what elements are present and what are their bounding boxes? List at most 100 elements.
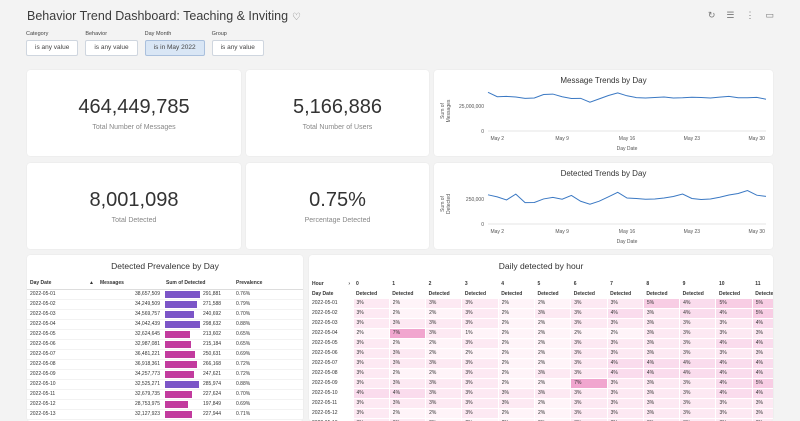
column-header-detected[interactable]: Sum of Detected (163, 279, 233, 290)
prevalence-title: Detected Prevalence by Day (111, 261, 219, 271)
prevalence-table-panel: Detected Prevalence by Day Day Date ▲ Me… (27, 255, 303, 421)
heatmap-cell: 3% (607, 348, 644, 359)
detected-value: 240,692 (203, 310, 222, 317)
dashboard-title: Behavior Trend Dashboard: Teaching & Inv… (27, 9, 302, 23)
heatmap-cell: 4% (715, 388, 753, 399)
filter-label: Behavior (85, 31, 108, 37)
table-row: 2022-05-07 36,481,221 250,631 0.69% (27, 349, 303, 360)
sort-arrow-icon[interactable]: ▲ (89, 280, 94, 287)
refresh-icon[interactable]: ↻ (707, 10, 716, 20)
heatmap-cell: 3% (570, 318, 608, 329)
detected-column-header[interactable]: Detected (718, 290, 741, 297)
row-messages: 36,481,221 (97, 349, 163, 360)
heatmap-cell: 2% (534, 328, 572, 339)
column-header-prevalence[interactable]: Prevalence (233, 279, 303, 290)
filter-label: Day Month (144, 31, 172, 37)
table-row: 2022-05-01 3% 2% 3% 3% 2% 2% 3% 3% 5% 4% 5% 5% (309, 299, 773, 309)
hour-column-9[interactable]: 9 (682, 280, 686, 287)
column-header-messages[interactable]: Messages (97, 279, 163, 290)
filter-behavior-button[interactable]: is any value (85, 40, 138, 56)
heatmap-cell: 3% (679, 378, 717, 389)
heatmap-cell: 3% (679, 398, 717, 409)
detected-column-header[interactable]: Detected (755, 290, 773, 297)
detected-column-header[interactable]: Detected (610, 290, 632, 297)
heatmap-cell: 3% (715, 348, 753, 359)
detected-column-header[interactable]: Detected (537, 290, 559, 297)
heatmap-cell: 3% (353, 408, 390, 419)
column-header-day-date[interactable]: Day Date ▲ (27, 279, 97, 290)
hour-column-8[interactable]: 8 (646, 280, 650, 287)
hour-column-6[interactable]: 6 (573, 280, 577, 287)
more-options-icon[interactable]: ⋮ (745, 10, 755, 20)
detected-value: 250,631 (203, 350, 222, 357)
filter-day-month-button[interactable]: is in May 2022 (144, 40, 205, 56)
heatmap-cell: 3% (425, 378, 463, 389)
detected-column-header[interactable]: Detected (682, 290, 704, 297)
detected-bar (165, 300, 198, 308)
row-date: 2022-05-10 (27, 379, 97, 390)
heatmap-cell: 3% (498, 388, 535, 399)
heatmap-cell: 2% (498, 378, 535, 389)
table-row: 2022-05-09 3% 3% 3% 3% 2% 2% 7% 3% 3% 3% 4% 5% (309, 378, 773, 389)
hour-column-1[interactable]: 1 (392, 280, 396, 287)
x-tick-label: May 16 (619, 136, 636, 142)
detected-column-header[interactable]: Detected (501, 290, 523, 297)
heatmap-cell: 3% (461, 338, 499, 349)
table-row: 2022-05-10 32,525,271 285,974 0.88% (27, 379, 303, 390)
table-row: 2022-05-03 3% 3% 3% 3% 2% 2% 3% 3% 3% 3% 3% 4% (309, 318, 773, 329)
heatmap-cell: 4% (715, 358, 753, 369)
detected-column-header[interactable]: Detected (573, 290, 595, 297)
heatmap-cell: 2% (425, 308, 463, 319)
heatmap-cell: 2% (425, 348, 463, 359)
chevron-right-icon[interactable]: › (348, 280, 350, 287)
hour-column-4[interactable]: 4 (501, 280, 504, 287)
heatmap-cell: 3% (752, 408, 773, 419)
heatmap-cell: 4% (715, 368, 753, 379)
chart-title: Message Trends by Day (560, 76, 647, 85)
heatmap-cell: 5% (752, 378, 773, 389)
detected-column-header[interactable]: Detected (646, 290, 668, 297)
hour-column-3[interactable]: 3 (464, 280, 468, 287)
row-date: 2022-05-11 (309, 398, 354, 409)
heart-icon[interactable]: ♡ (292, 12, 302, 23)
row-detected: 227,944 (163, 409, 233, 420)
series-line (487, 189, 767, 205)
row-detected: 298,632 (163, 319, 233, 330)
heatmap-cell: 3% (461, 368, 499, 379)
detected-bar (165, 390, 193, 398)
folder-icon[interactable]: ▭ (765, 10, 774, 20)
hour-column-5[interactable]: 5 (537, 280, 541, 287)
hour-column-10[interactable]: 10 (718, 280, 725, 287)
hour-column-2[interactable]: 2 (428, 280, 432, 287)
day-date-header[interactable]: Day Date (309, 289, 353, 299)
row-date: 2022-05-12 (27, 399, 97, 410)
filter-group-button[interactable]: is any value (211, 40, 264, 56)
hourly-heatmap-table: Hour › 0 1 2 3 4 5 6 7 8 9 10 11 Day Date Detected D… (309, 279, 773, 421)
detected-column-header[interactable]: Detected (392, 290, 414, 297)
filter-icon[interactable]: ☰ (726, 10, 735, 20)
row-messages: 32,127,923 (97, 409, 163, 420)
filter-group: Group is any value (211, 31, 264, 56)
detected-column-header[interactable]: Detected (356, 290, 378, 297)
row-date: 2022-05-04 (27, 319, 97, 330)
heatmap-cell: 3% (534, 368, 572, 379)
heatmap-cell: 7% (570, 378, 608, 389)
detected-column-header[interactable]: Detected (464, 290, 487, 297)
detected-column-header[interactable]: Detected (428, 290, 450, 297)
row-detected: 213,602 (163, 329, 233, 340)
heatmap-cell: 3% (643, 328, 681, 339)
hour-column-0[interactable]: 0 (356, 280, 359, 287)
hour-column-11[interactable]: 11 (755, 280, 761, 287)
prevalence-header-row: Day Date ▲ Messages Sum of Detected Prev… (27, 279, 303, 290)
heatmap-cell: 4% (679, 299, 717, 309)
hour-column-7[interactable]: 7 (610, 280, 613, 287)
filter-category-button[interactable]: is any value (26, 40, 79, 56)
heatmap-cell: 3% (715, 328, 753, 339)
row-detected: 266,168 (163, 359, 233, 370)
kpi-total-messages: 464,449,785 Total Number of Messages (27, 70, 241, 156)
heatmap-cell: 2% (534, 408, 572, 419)
heatmap-title: Daily detected by hour (498, 261, 584, 271)
table-row: 2022-05-10 4% 4% 3% 3% 3% 3% 3% 3% 3% 3% 4% 4% (309, 388, 773, 399)
heatmap-cell: 2% (534, 338, 572, 349)
kpi-label: Total Number of Users (302, 124, 373, 131)
